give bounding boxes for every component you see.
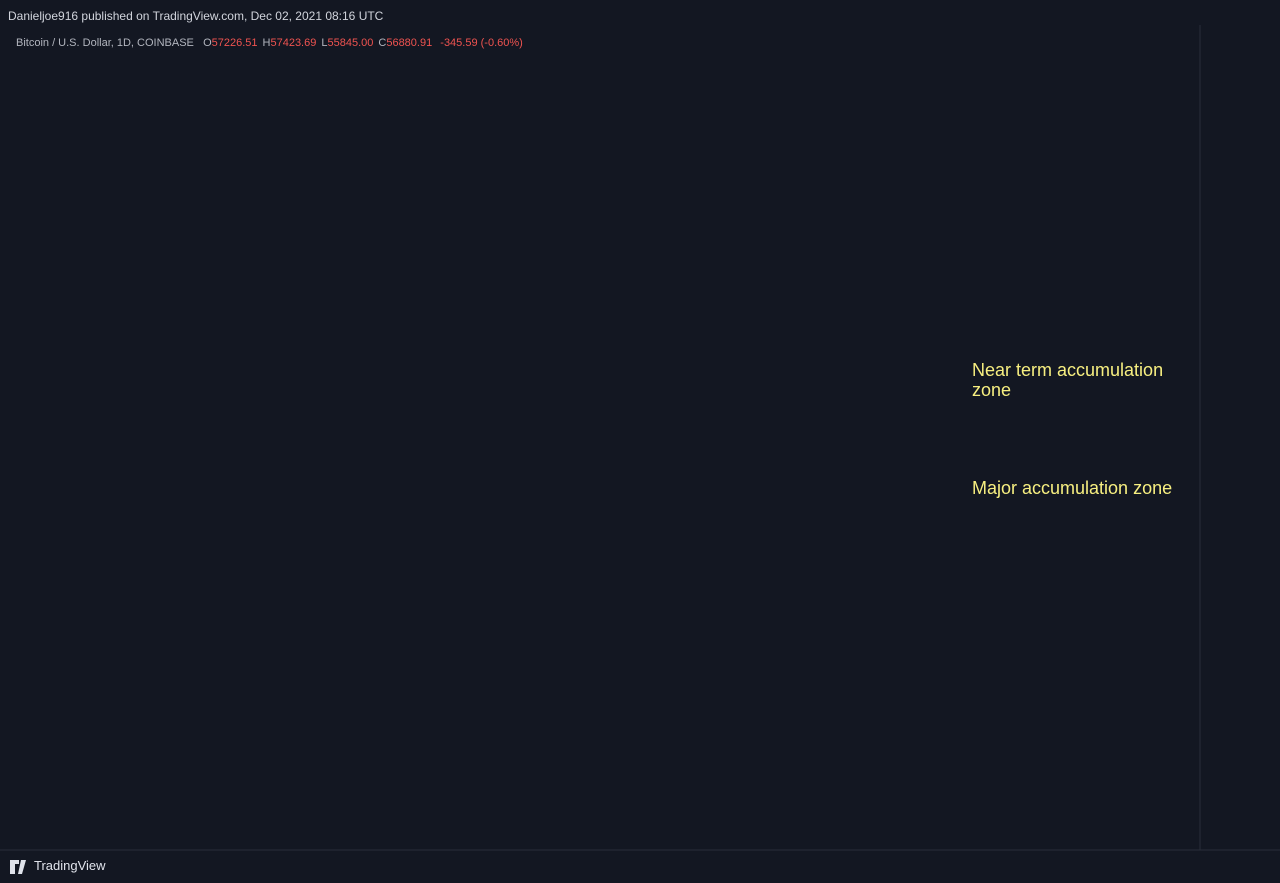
ohlc-key: C [378, 37, 387, 49]
published-by: Danieljoe916 published on TradingView.co… [8, 9, 384, 23]
ohlc-text: 57423.69 [270, 37, 317, 49]
ohlc-values: O57226.51 H57423.69 L55845.00 C56880.91 [203, 37, 437, 49]
change: -345.59 (-0.60%) [440, 37, 523, 49]
zone-label: Major accumulation zone [972, 478, 1173, 498]
zone-label: Near term accumulation zone [972, 360, 1164, 400]
footer-logo [10, 860, 26, 874]
symbol-legend: Bitcoin / U.S. Dollar, 1D, COINBASE O572… [16, 37, 528, 49]
footer-brand: TradingView [34, 858, 106, 873]
ohlc-text: 57226.51 [211, 37, 258, 49]
ohlc-text: 56880.91 [386, 37, 433, 49]
ohlc-text: 55845.00 [327, 37, 374, 49]
symbol: Bitcoin / U.S. Dollar, 1D, COINBASE [16, 37, 194, 49]
ohlc-key: O [203, 37, 212, 49]
ohlc-key: H [262, 37, 271, 49]
ohlc-key: L [321, 37, 328, 49]
